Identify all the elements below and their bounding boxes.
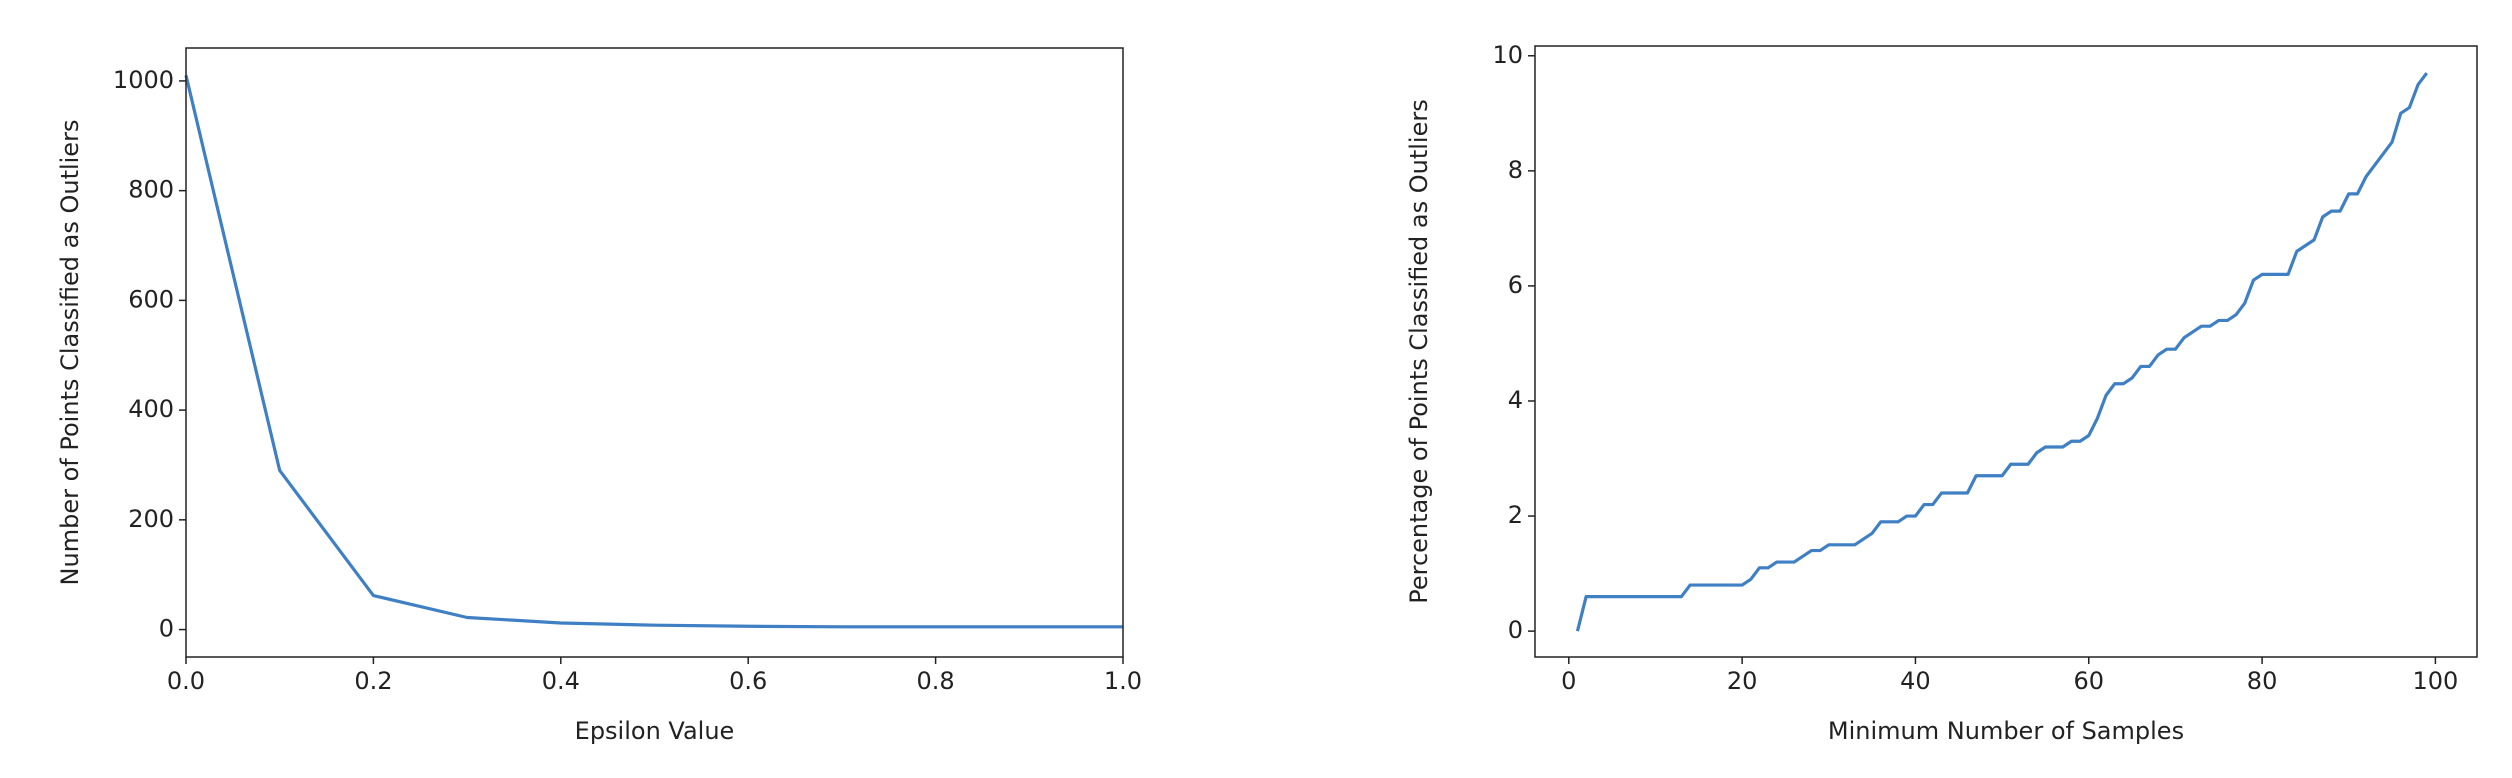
plot-frame [185,47,1124,658]
y-tick-label: 0 [159,615,174,643]
x-tick-label: 1.0 [1104,667,1142,695]
x-tick-label: 0.8 [917,667,955,695]
y-tick-label: 400 [128,395,174,423]
y-tick-label: 10 [1492,41,1523,69]
y-axis-label: Percentage of Points Classified as Outli… [1405,99,1433,604]
x-axis-label: Minimum Number of Samples [1828,717,2184,745]
y-tick-label: 600 [128,285,174,313]
y-tick-label: 200 [128,505,174,533]
x-tick-label: 0 [1561,667,1576,695]
y-axis-label: Number of Points Classified as Outliers [56,120,84,586]
y-tick-label: 2 [1508,501,1523,529]
y-tick-label: 4 [1508,386,1523,414]
y-tick-label: 0 [1508,616,1523,644]
y-tick-label: 6 [1508,271,1523,299]
y-tick-label: 8 [1508,156,1523,184]
x-tick-label: 40 [1900,667,1931,695]
x-tick-label: 100 [2412,667,2458,695]
plot-frame [1534,45,2478,658]
x-tick-label: 0.2 [354,667,392,695]
x-tick-label: 20 [1727,667,1758,695]
x-axis-label: Epsilon Value [575,717,735,745]
data-line [1575,72,2429,632]
y-tick-label: 1000 [113,66,174,94]
x-tick-label: 0.4 [542,667,580,695]
y-tick-label: 800 [128,176,174,204]
x-tick-label: 80 [2247,667,2278,695]
x-tick-label: 0.0 [167,667,205,695]
data-line [184,75,1123,629]
x-tick-label: 60 [2073,667,2104,695]
x-tick-label: 0.6 [729,667,767,695]
